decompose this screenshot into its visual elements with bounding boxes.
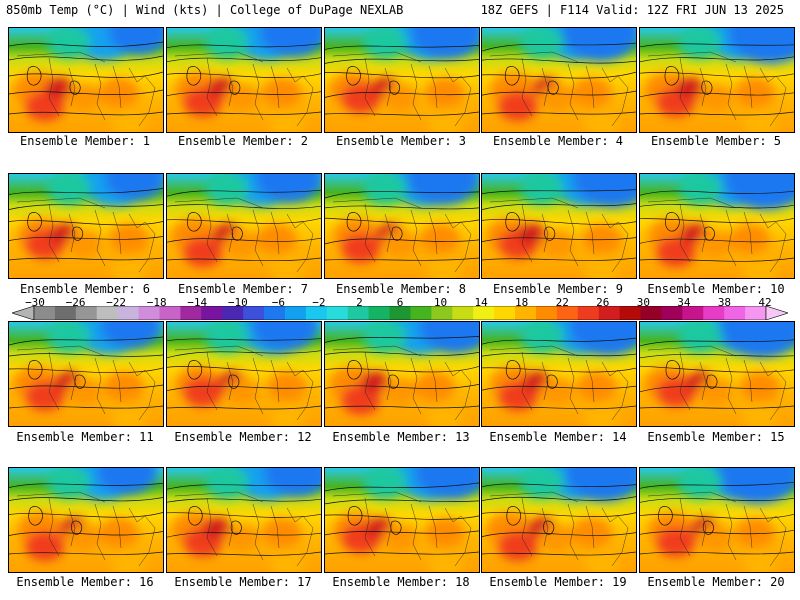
colorbar-segment [159, 306, 181, 320]
colorbar-segment [494, 306, 516, 320]
ensemble-member-label: Ensemble Member: 9 [492, 282, 624, 296]
colorbar-segment [243, 306, 265, 320]
ensemble-map-3 [324, 27, 480, 133]
ensemble-member-label: Ensemble Member: 19 [489, 575, 627, 589]
colorbar-segment [515, 306, 537, 320]
ensemble-member-label: Ensemble Member: 6 [19, 282, 151, 296]
colorbar-segment [347, 306, 370, 320]
colorbar-tick-label: 2 [356, 296, 363, 309]
ensemble-member-label: Ensemble Member: 11 [16, 430, 154, 444]
colorbar-tick-label: 30 [636, 296, 650, 309]
colorbar-segment [410, 306, 432, 320]
ensemble-map-20 [639, 467, 795, 573]
ensemble-member-label: Ensemble Member: 16 [16, 575, 154, 589]
ensemble-map-16 [8, 467, 164, 573]
colorbar-segment [682, 306, 704, 320]
colorbar-segment [452, 306, 474, 320]
colorbar-tick-label: −22 [106, 296, 127, 309]
colorbar-segment [201, 306, 223, 320]
ensemble-member-label: Ensemble Member: 13 [332, 430, 470, 444]
ensemble-member-label: Ensemble Member: 1 [19, 134, 151, 148]
ensemble-member-label: Ensemble Member: 4 [492, 134, 624, 148]
colorbar-tick-label: 26 [596, 296, 610, 309]
colorbar-tick-label: −18 [146, 296, 167, 309]
ensemble-map-19 [481, 467, 637, 573]
colorbar-tick-label: 22 [555, 296, 569, 309]
ensemble-map-1 [8, 27, 164, 133]
colorbar-tick-label: −10 [227, 296, 248, 309]
colorbar-segment [577, 306, 600, 320]
colorbar-segment [640, 306, 662, 320]
ensemble-member-label: Ensemble Member: 7 [177, 282, 309, 296]
colorbar-tick-label: 14 [474, 296, 488, 309]
colorbar-segment [222, 306, 244, 320]
colorbar-segment [96, 306, 119, 320]
ensemble-map-12 [166, 321, 322, 427]
ensemble-map-15 [639, 321, 795, 427]
ensemble-member-label: Ensemble Member: 3 [335, 134, 467, 148]
colorbar-segment [431, 306, 453, 320]
ensemble-map-5 [639, 27, 795, 133]
colorbar-segment [326, 306, 349, 320]
ensemble-map-4 [481, 27, 637, 133]
ensemble-map-7 [166, 173, 322, 279]
colorbar-segment [180, 306, 202, 320]
colorbar-segment [703, 306, 725, 320]
colorbar-tick-label: −6 [271, 296, 285, 309]
ensemble-map-18 [324, 467, 480, 573]
colorbar-tick-label: 6 [396, 296, 404, 309]
model-run-info: 18Z GEFS | F114 Valid: 12Z FRI JUN 13 20… [480, 3, 784, 17]
ensemble-member-label: Ensemble Member: 10 [647, 282, 785, 296]
colorbar-segment [473, 306, 495, 320]
colorbar-segment [745, 306, 767, 320]
colorbar-segment [284, 306, 307, 320]
colorbar-tick-label: 34 [677, 296, 691, 309]
ensemble-map-14 [481, 321, 637, 427]
ensemble-member-label: Ensemble Member: 15 [647, 430, 785, 444]
colorbar-tick-label: 10 [433, 296, 448, 309]
colorbar-segment [556, 306, 579, 320]
ensemble-member-label: Ensemble Member: 17 [174, 575, 312, 589]
ensemble-map-8 [324, 173, 480, 279]
ensemble-member-label: Ensemble Member: 14 [489, 430, 627, 444]
ensemble-member-label: Ensemble Member: 5 [650, 134, 782, 148]
colorbar-segment [661, 306, 683, 320]
colorbar-tick-label: 18 [515, 296, 529, 309]
colorbar-segment [724, 306, 746, 320]
ensemble-map-11 [8, 321, 164, 427]
ensemble-member-label: Ensemble Member: 20 [647, 575, 785, 589]
colorbar-segment [389, 306, 411, 320]
colorbar-segment [138, 306, 160, 320]
colorbar-tick-label: −26 [65, 296, 86, 309]
ensemble-member-label: Ensemble Member: 2 [177, 134, 309, 148]
colorbar-segment [619, 306, 642, 320]
colorbar-segment [264, 306, 286, 320]
colorbar-segment [598, 306, 621, 320]
colorbar-segment [535, 306, 558, 320]
temperature-colorbar [12, 306, 788, 320]
ensemble-map-2 [166, 27, 322, 133]
colorbar-segment [368, 306, 391, 320]
ensemble-member-label: Ensemble Member: 18 [332, 575, 470, 589]
map-title: 850mb Temp (°C) | Wind (kts) | College o… [6, 3, 404, 17]
colorbar-segment [34, 306, 56, 320]
ensemble-map-17 [166, 467, 322, 573]
colorbar-max-arrow [765, 306, 788, 320]
colorbar-segment [75, 306, 98, 320]
ensemble-map-13 [324, 321, 480, 427]
colorbar-tick-label: −30 [25, 296, 45, 309]
colorbar-tick-label: 42 [758, 296, 772, 309]
colorbar-tick-label: −14 [187, 296, 208, 309]
ensemble-map-10 [639, 173, 795, 279]
colorbar-segment [117, 306, 140, 320]
ensemble-member-label: Ensemble Member: 8 [335, 282, 467, 296]
ensemble-member-label: Ensemble Member: 12 [174, 430, 312, 444]
colorbar-tick-label: −2 [312, 296, 326, 309]
colorbar-tick-label: 38 [717, 296, 732, 309]
colorbar-segment [305, 306, 328, 320]
ensemble-map-9 [481, 173, 637, 279]
colorbar-segment [54, 306, 77, 320]
ensemble-map-6 [8, 173, 164, 279]
